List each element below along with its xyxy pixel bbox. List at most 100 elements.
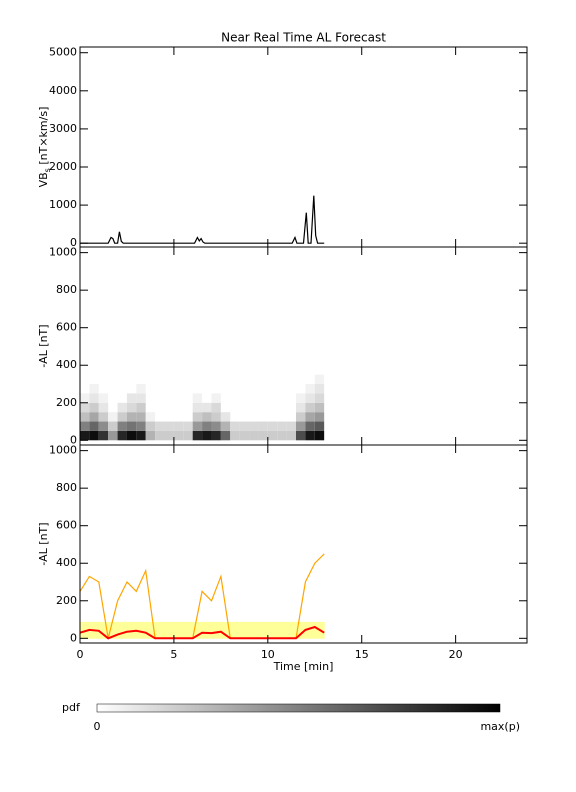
y-axis-label-part: s (43, 168, 52, 172)
colorbar (96, 703, 501, 713)
y-tick-label: 600 (56, 519, 77, 532)
heatmap-cell (192, 393, 203, 403)
y-tick-label: 400 (56, 556, 77, 569)
y-tick-label: 0 (70, 236, 77, 249)
heatmap-cell (80, 430, 90, 441)
colorbar-label: pdf (62, 701, 81, 714)
y-tick-label: 400 (56, 358, 77, 371)
y-tick-label: 0 (70, 433, 77, 446)
heatmap-cell (183, 430, 193, 441)
heatmap-cell (164, 421, 174, 431)
x-tick-label: 5 (170, 648, 177, 661)
heatmap-cell (126, 430, 137, 441)
heatmap-cell (314, 393, 325, 403)
heatmap-cell (211, 421, 221, 431)
heatmap-cell (220, 430, 231, 441)
heatmap-cell (277, 430, 287, 441)
heatmap-cell (295, 430, 306, 441)
heatmap-cell (108, 421, 118, 431)
y-tick-label: 800 (56, 283, 77, 296)
heatmap-cell (286, 421, 296, 431)
heatmap-cell (305, 393, 315, 403)
heatmap-cell (164, 430, 174, 441)
heatmap-cell (136, 393, 146, 403)
heatmap-cell (286, 430, 296, 441)
heatmap-cell (98, 421, 109, 431)
heatmap-cell (202, 430, 212, 441)
heatmap-cell (89, 412, 99, 422)
heatmap-cell (136, 430, 146, 441)
heatmap-cell (80, 421, 90, 431)
heatmap-cell (314, 412, 325, 422)
heatmap-cell (211, 393, 221, 403)
heatmap-cell (230, 430, 240, 441)
heatmap-cell (295, 402, 306, 413)
heatmap-cell (98, 412, 109, 422)
x-tick-label: 10 (261, 648, 275, 661)
heatmap-cell (117, 412, 127, 422)
heatmap-cell (211, 430, 221, 441)
heatmap-cell (305, 421, 315, 431)
colorbar-min: 0 (94, 720, 101, 733)
heatmap-cell (267, 421, 278, 431)
heatmap-cell (258, 421, 268, 431)
heatmap-cell (314, 384, 325, 394)
heatmap-cell (202, 412, 212, 422)
heatmap-cell (155, 421, 165, 431)
heatmap-cell (295, 421, 306, 431)
y-tick-label: 3000 (49, 122, 77, 135)
heatmap-cell (89, 393, 99, 403)
heatmap-cell (155, 430, 165, 441)
heatmap-cell (183, 421, 193, 431)
heatmap-cell (89, 421, 99, 431)
heatmap-cell (145, 412, 156, 422)
heatmap-cell (98, 402, 109, 413)
heatmap-cell (295, 412, 306, 422)
heatmap-cell (211, 402, 221, 413)
y-tick-label: 600 (56, 321, 77, 334)
heatmap-cell (202, 421, 212, 431)
heatmap-cell (239, 421, 250, 431)
heatmap-cell (89, 384, 99, 394)
plot-frame (79, 444, 528, 644)
y-tick-label: 4000 (49, 84, 77, 97)
x-axis-label: Time [min] (273, 660, 334, 673)
y-tick-label: 800 (56, 481, 77, 494)
y-axis-label: -AL [nT] (37, 522, 50, 565)
y-tick-label: 2000 (49, 160, 77, 173)
heatmap-cell (126, 412, 137, 422)
heatmap-cell (305, 384, 315, 394)
heatmap-cell (220, 412, 231, 422)
heatmap-cell (80, 393, 90, 403)
y-tick-label: 0 (70, 631, 77, 644)
heatmap-cell (98, 393, 109, 403)
heatmap-cell (249, 421, 259, 431)
heatmap-cell (277, 421, 287, 431)
y-axis-label: VBs [nT×km/s] (37, 107, 52, 188)
heatmap-cell (126, 402, 137, 413)
heatmap-cell (192, 430, 203, 441)
heatmap-cell (230, 421, 240, 431)
heatmap-cell (136, 421, 146, 431)
heatmap-cell (80, 402, 90, 413)
heatmap-cell (136, 402, 146, 413)
heatmap-cell (314, 421, 325, 431)
line (79, 625, 325, 640)
heatmap-cell (211, 412, 221, 422)
heatmap-cell (126, 393, 137, 403)
area (79, 621, 325, 639)
heatmap-cell (108, 430, 118, 441)
heatmap-cell (136, 412, 146, 422)
heatmap-cell (314, 402, 325, 413)
heatmap-cell (295, 393, 306, 403)
heatmap-cell (108, 412, 118, 422)
heatmap-cell (305, 402, 315, 413)
heatmap-cell (89, 402, 99, 413)
y-axis-label-part: [nT×km/s] (37, 107, 50, 169)
heatmap-cell (117, 402, 127, 413)
y-tick-label: 1000 (49, 246, 77, 259)
heatmap-cell (145, 421, 156, 431)
x-tick-label: 15 (355, 648, 369, 661)
